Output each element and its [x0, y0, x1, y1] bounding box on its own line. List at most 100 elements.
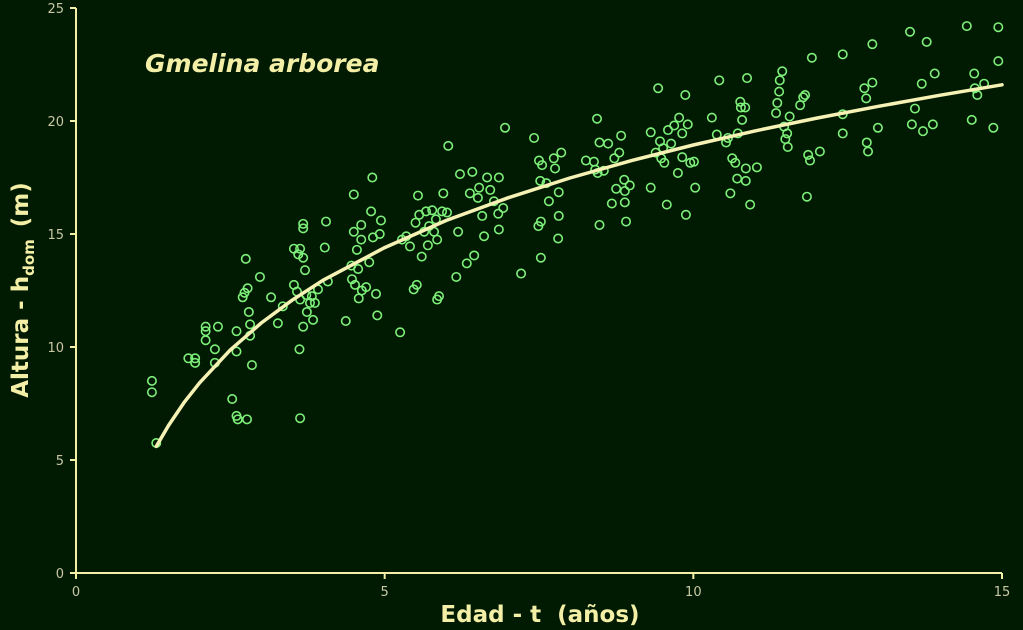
data-point	[772, 97, 783, 108]
data-point	[666, 138, 677, 149]
data-point	[740, 163, 751, 174]
y-tick-label: 0	[56, 567, 64, 582]
data-point	[277, 301, 288, 312]
data-point	[863, 146, 874, 157]
data-point	[961, 21, 972, 32]
data-point	[730, 157, 741, 168]
data-point	[537, 160, 548, 171]
data-point	[872, 122, 883, 133]
data-point	[308, 314, 319, 325]
data-point	[969, 68, 980, 79]
data-point	[404, 241, 415, 252]
data-point	[367, 172, 378, 183]
data-point	[146, 387, 157, 398]
data-point	[619, 174, 630, 185]
data-point	[916, 78, 927, 89]
data-point	[371, 288, 382, 299]
data-point	[609, 153, 620, 164]
data-point	[421, 206, 432, 217]
data-point	[364, 257, 375, 268]
data-point	[972, 90, 983, 101]
data-point	[624, 180, 635, 191]
data-point	[295, 413, 306, 424]
x-tick-label: 15	[994, 585, 1011, 600]
data-point	[375, 215, 386, 226]
data-point	[740, 175, 751, 186]
data-point	[740, 102, 751, 113]
data-point	[395, 327, 406, 338]
data-point	[437, 206, 448, 217]
data-point	[653, 83, 664, 94]
data-point	[200, 335, 211, 346]
data-point	[706, 112, 717, 123]
data-point	[190, 357, 201, 368]
data-point	[861, 93, 872, 104]
data-point	[594, 219, 605, 230]
x-axis-label: Edad - t (años)	[440, 602, 639, 628]
data-point	[461, 258, 472, 269]
data-point	[682, 119, 693, 130]
data-point	[966, 114, 977, 125]
data-point	[688, 156, 699, 167]
data-point	[782, 128, 793, 139]
data-point	[548, 153, 559, 164]
data-point	[837, 128, 848, 139]
data-point	[553, 233, 564, 244]
data-point	[442, 207, 453, 218]
data-point	[411, 279, 422, 290]
data-point	[645, 127, 656, 138]
data-point	[493, 224, 504, 235]
data-point	[472, 192, 483, 203]
data-point	[451, 271, 462, 282]
data-point	[535, 252, 546, 263]
data-point	[867, 77, 878, 88]
data-point	[356, 234, 367, 245]
data-point	[603, 138, 614, 149]
data-point	[410, 217, 421, 228]
data-point	[614, 147, 625, 158]
data-point	[309, 297, 320, 308]
data-point	[232, 414, 243, 425]
data-point	[242, 283, 253, 294]
data-point	[212, 321, 223, 332]
data-point	[231, 346, 242, 357]
data-point	[917, 126, 928, 137]
data-point	[245, 319, 256, 330]
data-point	[351, 244, 362, 255]
data-point	[353, 264, 364, 275]
y-label-text: Altura - h	[8, 276, 34, 398]
data-point	[433, 291, 444, 302]
data-point	[735, 96, 746, 107]
data-point	[645, 182, 656, 193]
data-point	[298, 252, 309, 263]
data-point	[485, 184, 496, 195]
data-point	[616, 130, 627, 141]
data-point	[438, 188, 449, 199]
data-point	[240, 253, 251, 264]
y-tick-label: 5	[56, 454, 64, 469]
y-label-suffix: (m)	[8, 182, 34, 227]
y-tick-label: 15	[47, 228, 64, 243]
data-point	[146, 375, 157, 386]
data-point	[500, 122, 511, 133]
data-point	[774, 75, 785, 86]
data-point	[190, 353, 201, 364]
data-point	[374, 229, 385, 240]
data-point	[242, 414, 253, 425]
data-point	[319, 242, 330, 253]
data-point	[806, 52, 817, 63]
data-point	[372, 310, 383, 321]
data-point	[469, 250, 480, 261]
y-tick-label: 25	[47, 2, 64, 17]
data-point	[553, 210, 564, 221]
y-tick-label: 10	[47, 341, 64, 356]
data-point	[350, 279, 361, 290]
data-point	[356, 219, 367, 230]
data-point	[295, 243, 306, 254]
data-point	[993, 56, 1004, 67]
data-point	[680, 209, 691, 220]
data-point	[535, 216, 546, 227]
